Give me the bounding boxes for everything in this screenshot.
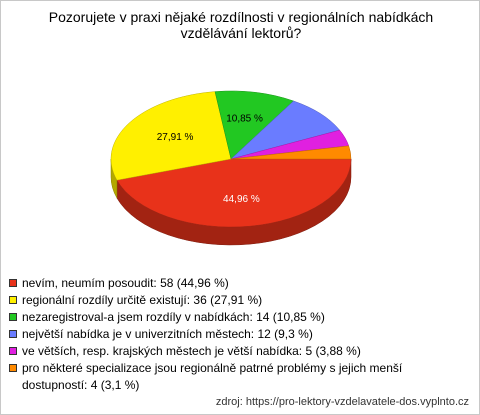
data-label: 27,91 % (157, 132, 194, 143)
legend-item: nevím, neumím posoudit: 58 (44,96 %) (9, 275, 449, 292)
legend-swatch (9, 347, 17, 355)
legend-item: nezaregistroval-a jsem rozdíly v nabídká… (9, 309, 449, 326)
slice (214, 90, 294, 160)
legend-item: regionální rozdíly určitě existují: 36 (… (9, 292, 449, 309)
legend-item: největší nabídka je v univerzitních měst… (9, 326, 449, 343)
source: zdroj: https://pro-lektory-vzdelavatele-… (215, 396, 469, 408)
data-label: 10,85 % (226, 114, 263, 125)
legend-item: pro některé specializace jsou regionálně… (9, 360, 449, 394)
legend-label: nezaregistroval-a jsem rozdíly v nabídká… (22, 310, 325, 324)
chart-title: Pozorujete v praxi nějaké rozdílnosti v … (48, 9, 434, 41)
slice (230, 145, 352, 160)
legend-swatch (9, 364, 17, 372)
data-label: 44,96 % (223, 194, 260, 205)
legend: nevím, neumím posoudit: 58 (44,96 %) regi… (9, 275, 449, 394)
legend-swatch (9, 330, 17, 338)
slice (116, 158, 352, 228)
legend-label: pro některé specializace jsou regionálně… (22, 361, 403, 392)
legend-item: ve větších, resp. krajských městech je v… (9, 343, 449, 360)
legend-label: nevím, neumím posoudit: 58 (44,96 %) (22, 276, 229, 290)
legend-swatch (9, 296, 17, 304)
legend-swatch (9, 313, 17, 321)
legend-label: ve větších, resp. krajských městech je v… (22, 344, 361, 358)
legend-swatch (9, 279, 17, 287)
legend-label: největší nabídka je v univerzitních měst… (22, 327, 313, 341)
slice (110, 91, 232, 181)
legend-label: regionální rozdíly určitě existují: 36 (… (22, 293, 263, 307)
pie: 44,96 % 27,91 % 10,85 % (110, 90, 352, 246)
